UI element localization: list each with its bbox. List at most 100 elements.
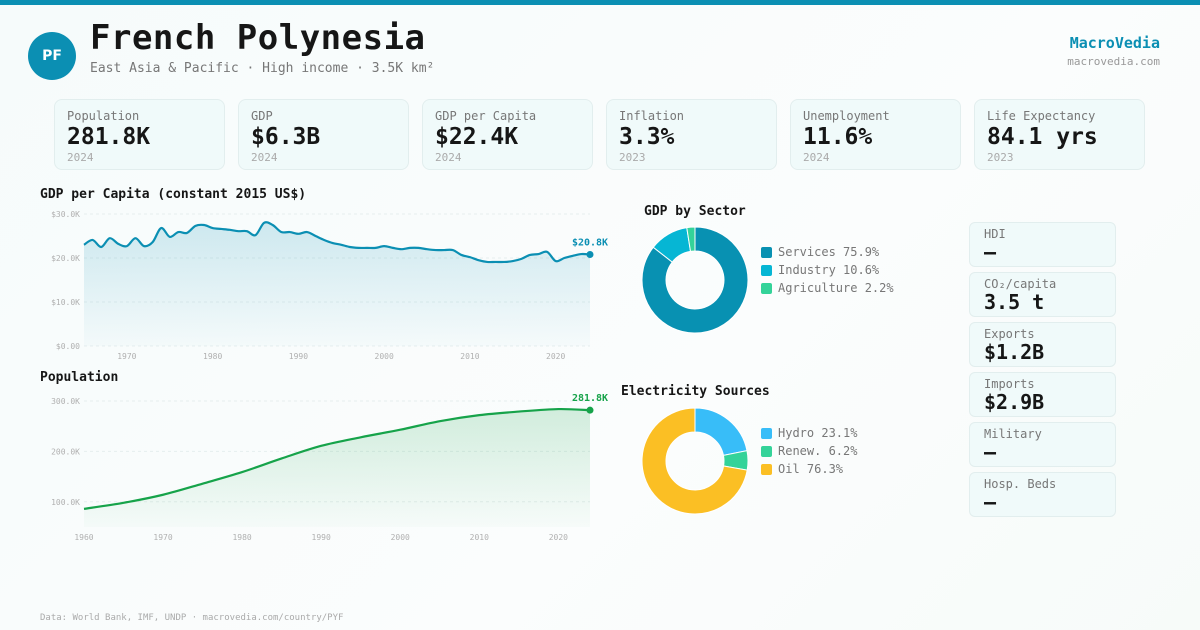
y-tick-label: 300.0K	[51, 397, 80, 406]
x-tick-label: 2020	[546, 352, 565, 361]
legend-item-hydro: Hydro 23.1%	[761, 424, 857, 442]
population-chart: 100.0K 200.0K 300.0K 1960 1970 1980 1990 2000 20…	[51, 393, 608, 542]
donut-slice-services	[641, 226, 749, 334]
kpi-label: GDP per Capita	[435, 109, 537, 123]
legend-label: Agriculture 2.2%	[778, 281, 894, 295]
y-tick-label: $20.0K	[51, 254, 80, 263]
x-tick-label: 2010	[460, 352, 479, 361]
series-line	[83, 221, 591, 264]
electricity-donut	[641, 407, 749, 515]
y-tick-label: 100.0K	[51, 498, 80, 507]
stat-card-military: Military —	[969, 422, 1116, 467]
kpi-year: 2024	[435, 151, 462, 164]
kpi-value: 84.1 yrs	[987, 124, 1098, 150]
kpi-label: GDP	[251, 109, 273, 123]
stat-label: CO₂/capita	[984, 277, 1057, 291]
legend-label: Renew. 6.2%	[778, 444, 858, 458]
x-tick-label: 1990	[289, 352, 308, 361]
stat-card-hospital-beds: Hosp. Beds —	[969, 472, 1116, 517]
sector-chart-title: GDP by Sector	[644, 204, 746, 219]
stat-value: 3.5 t	[984, 290, 1045, 314]
side-stats: HDI — CO₂/capita 3.5 t Exports $1.2B Imp…	[969, 222, 1116, 522]
area-fill	[84, 222, 590, 346]
top-accent-bar	[0, 0, 1200, 5]
legend-swatch	[761, 282, 772, 294]
kpi-year: 2024	[251, 151, 278, 164]
legend-item-agriculture: Agriculture 2.2%	[761, 279, 894, 297]
x-tick-label: 1990	[312, 533, 331, 542]
legend-label: Services 75.9%	[778, 245, 880, 259]
stat-card-imports: Imports $2.9B	[969, 372, 1116, 417]
last-point-marker	[586, 406, 594, 414]
kpi-card-inflation: Inflation 3.3% 2023	[606, 99, 777, 170]
kpi-card-gdp-per-capita: GDP per Capita $22.4K 2024	[422, 99, 593, 170]
last-value-label: $20.8K	[572, 237, 608, 248]
kpi-value: $22.4K	[435, 124, 519, 150]
stat-card-co2: CO₂/capita 3.5 t	[969, 272, 1116, 317]
kpi-label: Inflation	[619, 109, 685, 123]
stat-label: Military	[984, 427, 1042, 441]
x-tick-label: 2020	[549, 533, 568, 542]
kpi-value: $6.3B	[251, 124, 321, 150]
x-tick-label: 2010	[470, 533, 489, 542]
kpi-row: Population 281.8K 2024 GDP $6.3B 2024 GD…	[54, 99, 1145, 170]
electricity-chart-title: Electricity Sources	[621, 384, 770, 399]
y-tick-label: $0.00	[56, 342, 80, 351]
x-tick-label: 1980	[203, 352, 222, 361]
page-title: French Polynesia	[90, 18, 426, 58]
y-tick-label: $30.0K	[51, 210, 80, 219]
stat-label: Hosp. Beds	[984, 477, 1057, 491]
x-tick-label: 1960	[74, 533, 93, 542]
legend-item-industry: Industry 10.6%	[761, 261, 894, 279]
series-line	[83, 407, 591, 510]
legend-label: Industry 10.6%	[778, 263, 880, 277]
donut-slice-hydro	[694, 407, 748, 456]
page-subtitle: East Asia & Pacific · High income · 3.5K…	[90, 61, 435, 76]
kpi-year: 2024	[67, 151, 94, 164]
footer-source: Data: World Bank, IMF, UNDP · macrovedia…	[40, 613, 344, 623]
stat-card-hdi: HDI —	[969, 222, 1116, 267]
kpi-year: 2024	[803, 151, 830, 164]
kpi-label: Unemployment	[803, 109, 890, 123]
legend-label: Oil 76.3%	[778, 462, 844, 476]
legend-label: Hydro 23.1%	[778, 426, 858, 440]
sector-legend: Services 75.9% Industry 10.6% Agricultur…	[761, 243, 894, 297]
y-tick-label: $10.0K	[51, 298, 80, 307]
stat-value: —	[984, 240, 997, 264]
x-tick-label: 1980	[232, 533, 251, 542]
brand-logo[interactable]: MacroVedia	[1069, 34, 1160, 52]
brand-url[interactable]: macrovedia.com	[1067, 55, 1160, 68]
kpi-card-unemployment: Unemployment 11.6% 2024	[790, 99, 961, 170]
stat-value: $1.2B	[984, 340, 1045, 364]
electricity-legend: Hydro 23.1% Renew. 6.2% Oil 76.3%	[761, 424, 857, 478]
gdp-per-capita-chart: $0.00 $10.0K $20.0K $30.0K 1970 1980 1990 2000 2…	[51, 210, 608, 361]
donut-slice-oil	[641, 407, 748, 515]
kpi-label: Population	[67, 109, 140, 123]
kpi-card-life-expectancy: Life Expectancy 84.1 yrs 2023	[974, 99, 1145, 170]
gdp-sector-donut	[641, 226, 749, 334]
legend-item-services: Services 75.9%	[761, 243, 894, 261]
stat-label: HDI	[984, 227, 1006, 241]
last-value-label: 281.8K	[572, 393, 608, 404]
y-tick-label: 200.0K	[51, 447, 80, 456]
kpi-label: Life Expectancy	[987, 109, 1096, 123]
kpi-value: 281.8K	[67, 124, 151, 150]
stat-value: —	[984, 440, 997, 464]
kpi-year: 2023	[987, 151, 1014, 164]
x-tick-label: 1970	[117, 352, 136, 361]
stat-value: —	[984, 490, 997, 514]
legend-swatch	[761, 427, 772, 439]
legend-swatch	[761, 463, 772, 475]
legend-swatch	[761, 264, 772, 276]
population-chart-title: Population	[40, 370, 119, 385]
area-fill	[84, 409, 590, 527]
legend-item-renewables: Renew. 6.2%	[761, 442, 857, 460]
kpi-year: 2023	[619, 151, 646, 164]
stat-label: Exports	[984, 327, 1035, 341]
x-tick-label: 2000	[375, 352, 394, 361]
last-point-marker	[586, 250, 594, 258]
x-tick-label: 2000	[391, 533, 410, 542]
gdp-chart-title: GDP per Capita (constant 2015 US$)	[40, 187, 307, 202]
stat-card-exports: Exports $1.2B	[969, 322, 1116, 367]
stat-label: Imports	[984, 377, 1035, 391]
